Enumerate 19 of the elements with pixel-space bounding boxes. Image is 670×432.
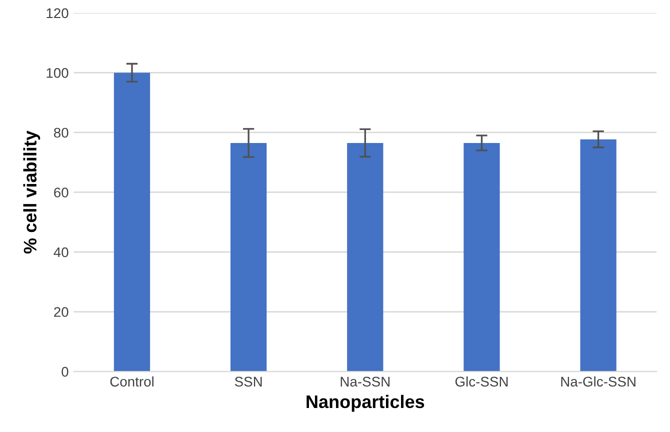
bar <box>347 142 384 372</box>
y-tick-label: 100 <box>46 68 68 78</box>
x-axis-title: Nanoparticles <box>306 394 424 412</box>
y-tick-label: 60 <box>54 188 68 198</box>
bar <box>464 142 500 372</box>
x-tick-label: Glc-SSN <box>455 376 508 387</box>
y-tick-label: 0 <box>62 366 68 377</box>
x-tick-label: Control <box>110 376 154 387</box>
x-tick-label: SSN <box>234 376 262 387</box>
y-tick-label: 20 <box>54 307 68 317</box>
x-tick-label: Na-SSN <box>340 376 390 387</box>
y-tick-label: 40 <box>54 247 68 258</box>
y-tick-label: 80 <box>54 128 68 138</box>
x-tick-label: Na-Glc-SSN <box>561 376 636 387</box>
y-tick-label: 120 <box>46 8 68 18</box>
bar <box>580 139 616 372</box>
bar <box>114 72 150 372</box>
y-axis-title: % cell viability <box>23 130 40 254</box>
bar <box>230 142 267 372</box>
